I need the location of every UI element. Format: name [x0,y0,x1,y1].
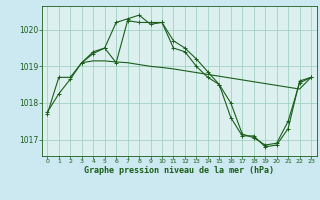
X-axis label: Graphe pression niveau de la mer (hPa): Graphe pression niveau de la mer (hPa) [84,166,274,175]
